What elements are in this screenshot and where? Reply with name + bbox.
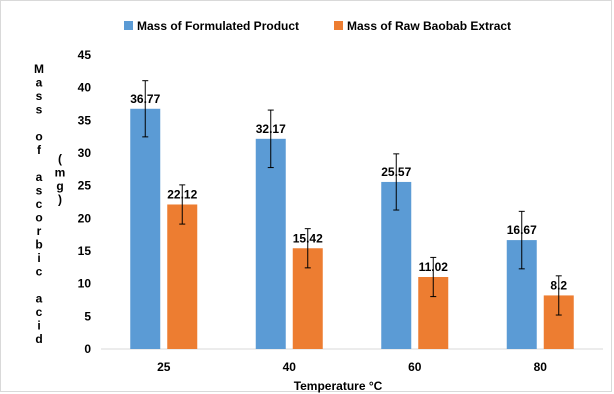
x-tick-label: 80	[534, 360, 548, 374]
y-tick-label: 25	[78, 179, 92, 193]
data-label: 25.57	[381, 165, 411, 179]
y-tick-label: 0	[84, 342, 91, 356]
legend-swatch	[124, 21, 133, 30]
y-tick-label: 35	[78, 113, 92, 127]
y-tick-label: 10	[78, 277, 92, 291]
y-tick-label: 45	[78, 48, 92, 62]
y-tick-label: 15	[78, 244, 92, 258]
data-label: 15.42	[293, 231, 323, 245]
data-label: 8.2	[550, 278, 567, 292]
x-tick-label: 40	[283, 360, 297, 374]
data-label: 36.77	[130, 92, 160, 106]
legend-label: Mass of Formulated Product	[137, 19, 299, 33]
legend: Mass of Formulated Product Mass of Raw Ba…	[124, 19, 511, 33]
x-axis-ticks: 25 40 60 80	[157, 360, 547, 374]
bar	[255, 138, 286, 349]
data-label: 22.12	[167, 187, 197, 201]
data-label: 32.17	[256, 122, 286, 136]
bar	[130, 108, 161, 349]
bars: 36.77 22.12 32.17 15.42 25.57 11.02 16.67 8.2	[130, 80, 574, 349]
y-tick-label: 30	[78, 146, 92, 160]
x-tick-label: 25	[157, 360, 171, 374]
legend-label: Mass of Raw Baobab Extract	[347, 19, 511, 33]
x-axis-title: Temperature °C	[294, 379, 383, 393]
y-axis-ticks: 0 5 10 15 20 25 30 35 40 45	[78, 48, 92, 356]
y-axis-title-line: (m g)	[55, 152, 66, 207]
legend-swatch	[334, 21, 343, 30]
y-tick-label: 40	[78, 81, 92, 95]
y-tick-label: 20	[78, 211, 92, 225]
data-label: 11.02	[419, 260, 449, 274]
data-label: 16.67	[507, 223, 537, 237]
bar	[167, 204, 198, 349]
x-tick-label: 60	[408, 360, 422, 374]
y-tick-label: 5	[84, 309, 91, 323]
